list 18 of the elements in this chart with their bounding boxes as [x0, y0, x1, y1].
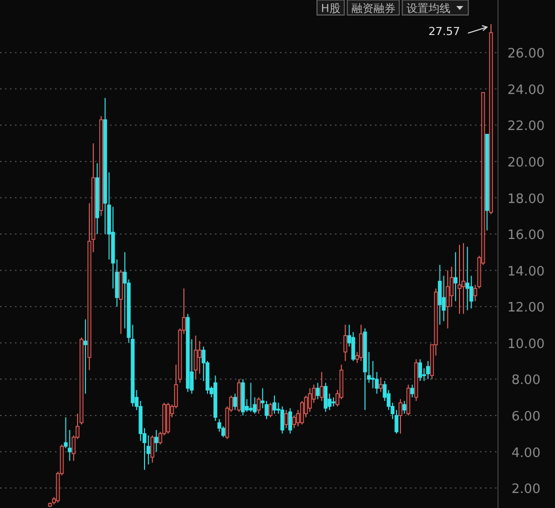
y-tick-label: 18.00 [507, 192, 545, 207]
y-tick-label: 26.00 [507, 46, 545, 62]
y-tick-label: 6.00 [512, 409, 540, 424]
y-tick-label: 8.00 [512, 373, 540, 388]
annotation: H股 [321, 2, 340, 15]
y-tick-label: 24.00 [507, 82, 545, 98]
annotation: 融资融券 [351, 2, 396, 15]
y-tick-label: 4.00 [512, 446, 540, 461]
y-tick-label: 22.00 [507, 119, 545, 134]
y-tick-label: 20.00 [507, 155, 545, 170]
y-tick-label: 10.00 [507, 336, 545, 352]
y-tick-label: 16.00 [507, 228, 545, 244]
annotation: 27.57 [428, 25, 460, 38]
y-tick-label: 14.00 [507, 264, 545, 280]
y-tick-label: 12.00 [507, 300, 545, 316]
annotation: 设置均线 [406, 2, 450, 15]
y-tick-label: 2.00 [512, 482, 540, 498]
annotation: 27.57 [428, 25, 488, 38]
